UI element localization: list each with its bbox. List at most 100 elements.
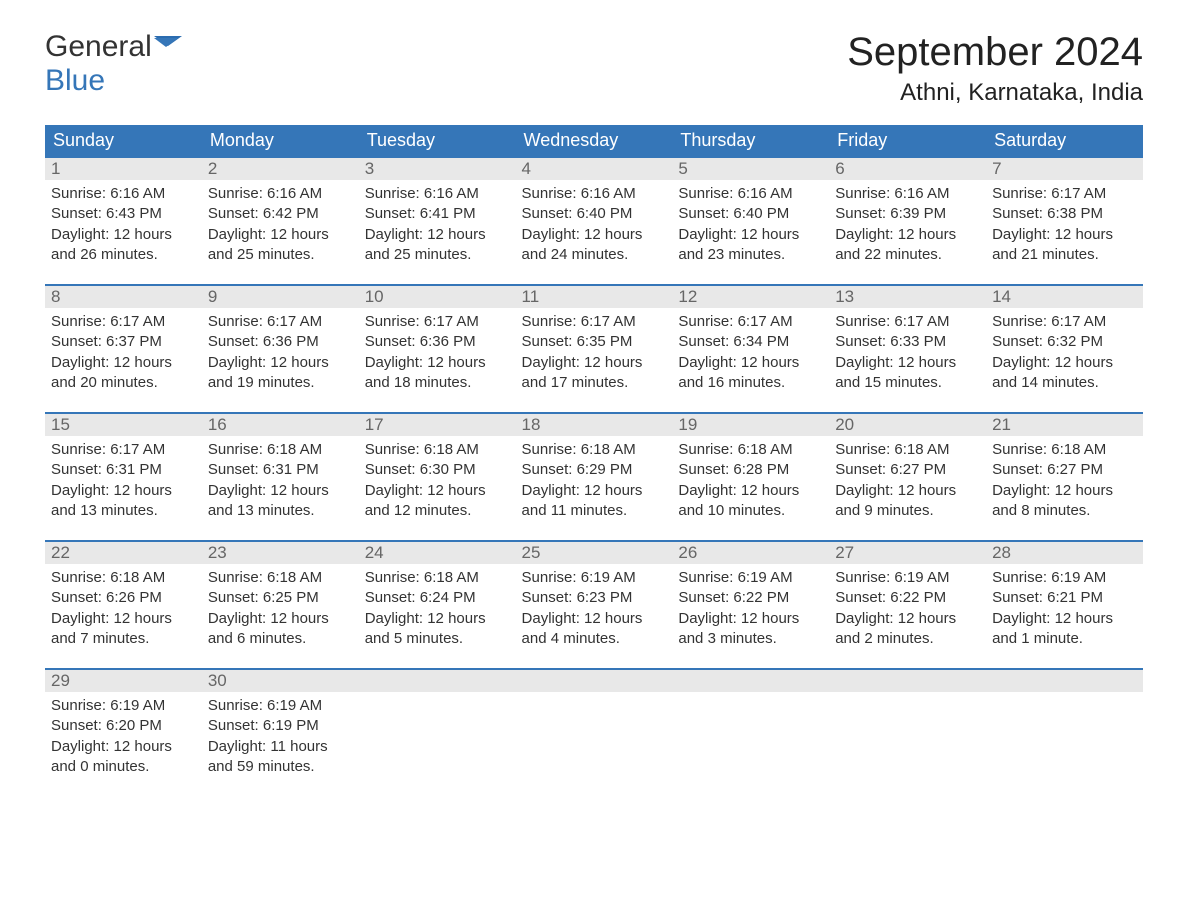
day-daylight1: Daylight: 12 hours (365, 609, 510, 629)
week-row: 29 Sunrise: 6:19 AMSunset: 6:20 PMDayligh… (45, 669, 1143, 797)
day-daylight2: and 6 minutes. (208, 629, 353, 649)
week-row: 15Sunrise: 6:17 AMSunset: 6:31 PMDayligh… (45, 413, 1143, 541)
logo-flag-icon (154, 30, 182, 64)
day-cell: 16Sunrise: 6:18 AMSunset: 6:31 PMDayligh… (202, 413, 359, 541)
day-cell: 27Sunrise: 6:19 AMSunset: 6:22 PMDayligh… (829, 541, 986, 669)
day-number: 16 (202, 414, 359, 436)
day-content: Sunrise: 6:18 AMSunset: 6:25 PMDaylight:… (202, 564, 359, 653)
day-number: 15 (45, 414, 202, 436)
day-sunrise: Sunrise: 6:16 AM (51, 184, 196, 204)
day-number (986, 670, 1143, 692)
day-daylight2: and 59 minutes. (208, 757, 353, 777)
day-cell: 4Sunrise: 6:16 AMSunset: 6:40 PMDaylight… (516, 157, 673, 285)
day-daylight2: and 9 minutes. (835, 501, 980, 521)
day-daylight1: Daylight: 12 hours (365, 353, 510, 373)
day-daylight2: and 1 minute. (992, 629, 1137, 649)
day-header-fri: Friday (829, 125, 986, 157)
day-number: 6 (829, 158, 986, 180)
day-sunset: Sunset: 6:22 PM (678, 588, 823, 608)
day-header-wed: Wednesday (516, 125, 673, 157)
day-content: Sunrise: 6:16 AMSunset: 6:42 PMDaylight:… (202, 180, 359, 269)
day-sunrise: Sunrise: 6:18 AM (992, 440, 1137, 460)
day-cell: 3Sunrise: 6:16 AMSunset: 6:41 PMDaylight… (359, 157, 516, 285)
day-number: 4 (516, 158, 673, 180)
day-daylight1: Daylight: 12 hours (51, 225, 196, 245)
day-header-tue: Tuesday (359, 125, 516, 157)
day-number: 21 (986, 414, 1143, 436)
day-content: Sunrise: 6:18 AMSunset: 6:29 PMDaylight:… (516, 436, 673, 525)
day-content: Sunrise: 6:17 AMSunset: 6:32 PMDaylight:… (986, 308, 1143, 397)
day-sunset: Sunset: 6:22 PM (835, 588, 980, 608)
day-sunrise: Sunrise: 6:17 AM (522, 312, 667, 332)
day-sunrise: Sunrise: 6:18 AM (522, 440, 667, 460)
day-content: Sunrise: 6:18 AMSunset: 6:31 PMDaylight:… (202, 436, 359, 525)
day-cell (516, 669, 673, 797)
day-daylight2: and 16 minutes. (678, 373, 823, 393)
day-number: 14 (986, 286, 1143, 308)
day-daylight2: and 14 minutes. (992, 373, 1137, 393)
day-cell: 19Sunrise: 6:18 AMSunset: 6:28 PMDayligh… (672, 413, 829, 541)
day-content: Sunrise: 6:17 AMSunset: 6:34 PMDaylight:… (672, 308, 829, 397)
day-number: 5 (672, 158, 829, 180)
day-content: Sunrise: 6:17 AMSunset: 6:33 PMDaylight:… (829, 308, 986, 397)
day-daylight1: Daylight: 12 hours (208, 225, 353, 245)
day-number: 10 (359, 286, 516, 308)
day-content: Sunrise: 6:18 AMSunset: 6:27 PMDaylight:… (829, 436, 986, 525)
day-daylight1: Daylight: 12 hours (51, 737, 196, 757)
day-number: 17 (359, 414, 516, 436)
day-number: 3 (359, 158, 516, 180)
day-number: 18 (516, 414, 673, 436)
day-sunset: Sunset: 6:28 PM (678, 460, 823, 480)
day-content: Sunrise: 6:19 AMSunset: 6:22 PMDaylight:… (829, 564, 986, 653)
day-daylight1: Daylight: 12 hours (678, 225, 823, 245)
day-cell: 1Sunrise: 6:16 AMSunset: 6:43 PMDaylight… (45, 157, 202, 285)
day-sunrise: Sunrise: 6:17 AM (992, 184, 1137, 204)
day-daylight2: and 24 minutes. (522, 245, 667, 265)
day-content: Sunrise: 6:16 AMSunset: 6:41 PMDaylight:… (359, 180, 516, 269)
day-daylight1: Daylight: 12 hours (835, 609, 980, 629)
day-daylight2: and 11 minutes. (522, 501, 667, 521)
day-cell: 25Sunrise: 6:19 AMSunset: 6:23 PMDayligh… (516, 541, 673, 669)
day-daylight1: Daylight: 12 hours (835, 225, 980, 245)
day-number: 29 (45, 670, 202, 692)
day-daylight1: Daylight: 12 hours (835, 353, 980, 373)
day-sunset: Sunset: 6:40 PM (522, 204, 667, 224)
day-cell: 20Sunrise: 6:18 AMSunset: 6:27 PMDayligh… (829, 413, 986, 541)
day-daylight2: and 13 minutes. (208, 501, 353, 521)
day-sunset: Sunset: 6:31 PM (208, 460, 353, 480)
logo-text-2: Blue (45, 64, 105, 97)
day-daylight1: Daylight: 12 hours (992, 225, 1137, 245)
day-daylight2: and 20 minutes. (51, 373, 196, 393)
day-sunrise: Sunrise: 6:18 AM (208, 440, 353, 460)
week-row: 8Sunrise: 6:17 AMSunset: 6:37 PMDaylight… (45, 285, 1143, 413)
day-content: Sunrise: 6:16 AMSunset: 6:40 PMDaylight:… (672, 180, 829, 269)
day-cell: 28Sunrise: 6:19 AMSunset: 6:21 PMDayligh… (986, 541, 1143, 669)
day-daylight2: and 12 minutes. (365, 501, 510, 521)
day-sunrise: Sunrise: 6:19 AM (522, 568, 667, 588)
day-sunset: Sunset: 6:30 PM (365, 460, 510, 480)
month-title: September 2024 (847, 30, 1143, 75)
day-sunrise: Sunrise: 6:19 AM (678, 568, 823, 588)
day-sunrise: Sunrise: 6:18 AM (208, 568, 353, 588)
day-content: Sunrise: 6:18 AMSunset: 6:26 PMDaylight:… (45, 564, 202, 653)
day-sunset: Sunset: 6:43 PM (51, 204, 196, 224)
day-sunset: Sunset: 6:23 PM (522, 588, 667, 608)
day-cell: 26Sunrise: 6:19 AMSunset: 6:22 PMDayligh… (672, 541, 829, 669)
day-cell (986, 669, 1143, 797)
day-daylight1: Daylight: 12 hours (208, 609, 353, 629)
day-sunrise: Sunrise: 6:19 AM (51, 696, 196, 716)
day-sunrise: Sunrise: 6:16 AM (678, 184, 823, 204)
day-content: Sunrise: 6:19 AMSunset: 6:22 PMDaylight:… (672, 564, 829, 653)
day-sunset: Sunset: 6:20 PM (51, 716, 196, 736)
day-number: 24 (359, 542, 516, 564)
day-sunset: Sunset: 6:37 PM (51, 332, 196, 352)
day-number: 9 (202, 286, 359, 308)
day-sunset: Sunset: 6:42 PM (208, 204, 353, 224)
day-cell: 11Sunrise: 6:17 AMSunset: 6:35 PMDayligh… (516, 285, 673, 413)
calendar-table: Sunday Monday Tuesday Wednesday Thursday… (45, 125, 1143, 797)
day-daylight1: Daylight: 12 hours (992, 353, 1137, 373)
day-cell: 24Sunrise: 6:18 AMSunset: 6:24 PMDayligh… (359, 541, 516, 669)
logo-text-1: General (45, 30, 152, 63)
day-header-row: Sunday Monday Tuesday Wednesday Thursday… (45, 125, 1143, 157)
day-cell: 22Sunrise: 6:18 AMSunset: 6:26 PMDayligh… (45, 541, 202, 669)
